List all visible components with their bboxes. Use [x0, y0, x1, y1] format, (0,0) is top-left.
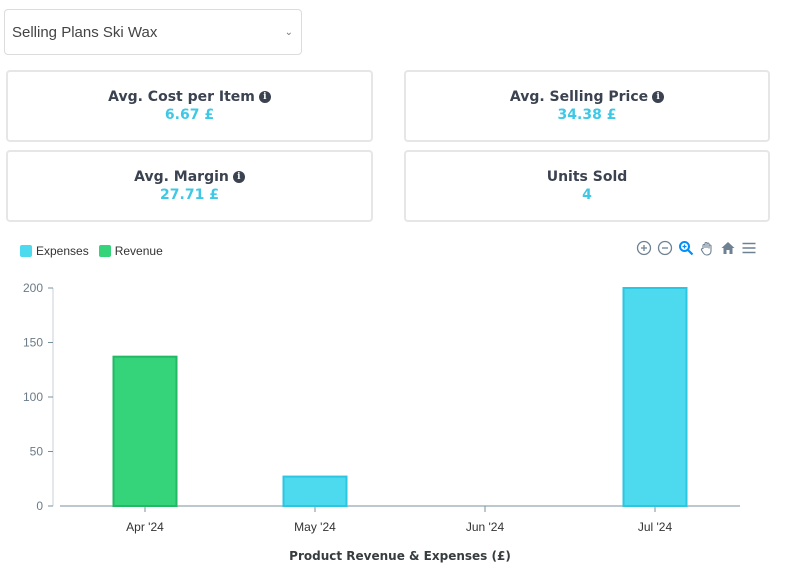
avg-selling-price-title: Avg. Selling Price: [509, 89, 649, 105]
y-tick-label: 0: [36, 499, 43, 513]
legend-item-revenue[interactable]: Revenue: [98, 244, 163, 258]
y-tick-label: 150: [23, 336, 43, 350]
zoom-in-icon[interactable]: [636, 240, 652, 256]
bar-chart: 0 50 100 150 200 Apr '24 May '24 Jun '24 Jul '24…: [23, 281, 740, 563]
info-icon[interactable]: i: [652, 91, 665, 103]
product-select-value: Selling Plans Ski Wax: [12, 23, 158, 41]
chart-legend: Expenses Revenue: [20, 244, 163, 258]
units-sold-value: 4: [582, 187, 592, 203]
x-tick-label: Apr '24: [126, 520, 164, 534]
avg-selling-price-card: Avg. Selling Price i 34.38 £: [404, 70, 770, 142]
info-icon[interactable]: i: [258, 91, 271, 103]
legend-swatch-revenue: [98, 245, 111, 257]
x-tick-label: May '24: [294, 520, 336, 534]
x-tick-label: Jul '24: [638, 520, 673, 534]
y-tick-label: 200: [23, 281, 43, 295]
chevron-down-icon: ⌄: [284, 26, 293, 38]
units-sold-card: Units Sold 4: [404, 150, 770, 222]
avg-margin-title: Avg. Margin: [134, 169, 229, 185]
chart-title: Product Revenue & Expenses (£): [289, 549, 511, 563]
chart-toolbar: [636, 240, 757, 256]
y-tick-label: 50: [30, 445, 44, 459]
legend-item-expenses[interactable]: Expenses: [20, 244, 89, 258]
pan-hand-icon[interactable]: [699, 240, 715, 256]
units-sold-title: Units Sold: [546, 169, 628, 185]
product-select[interactable]: Selling Plans Ski Wax ⌄: [4, 9, 302, 55]
y-tick-label: 100: [23, 390, 43, 404]
legend-label-revenue: Revenue: [114, 244, 163, 258]
bar-revenue: [112, 355, 178, 507]
avg-margin-card: Avg. Margin i 27.71 £: [6, 150, 373, 222]
magnifier-icon[interactable]: [678, 240, 694, 256]
home-icon[interactable]: [720, 240, 736, 256]
legend-swatch-expenses: [20, 245, 32, 257]
avg-selling-price-value: 34.38 £: [557, 107, 617, 123]
bar-expenses: [622, 287, 688, 507]
zoom-out-icon[interactable]: [657, 240, 673, 256]
menu-icon[interactable]: [741, 240, 757, 256]
legend-label-expenses: Expenses: [36, 244, 89, 258]
avg-margin-value: 27.71 £: [160, 187, 219, 203]
avg-cost-title: Avg. Cost per Item: [108, 89, 255, 105]
x-tick-label: Jun '24: [466, 520, 505, 534]
info-icon[interactable]: i: [232, 171, 245, 183]
avg-cost-card: Avg. Cost per Item i 6.67 £: [6, 70, 373, 142]
bar-expenses: [282, 475, 348, 508]
avg-cost-value: 6.67 £: [164, 107, 215, 123]
